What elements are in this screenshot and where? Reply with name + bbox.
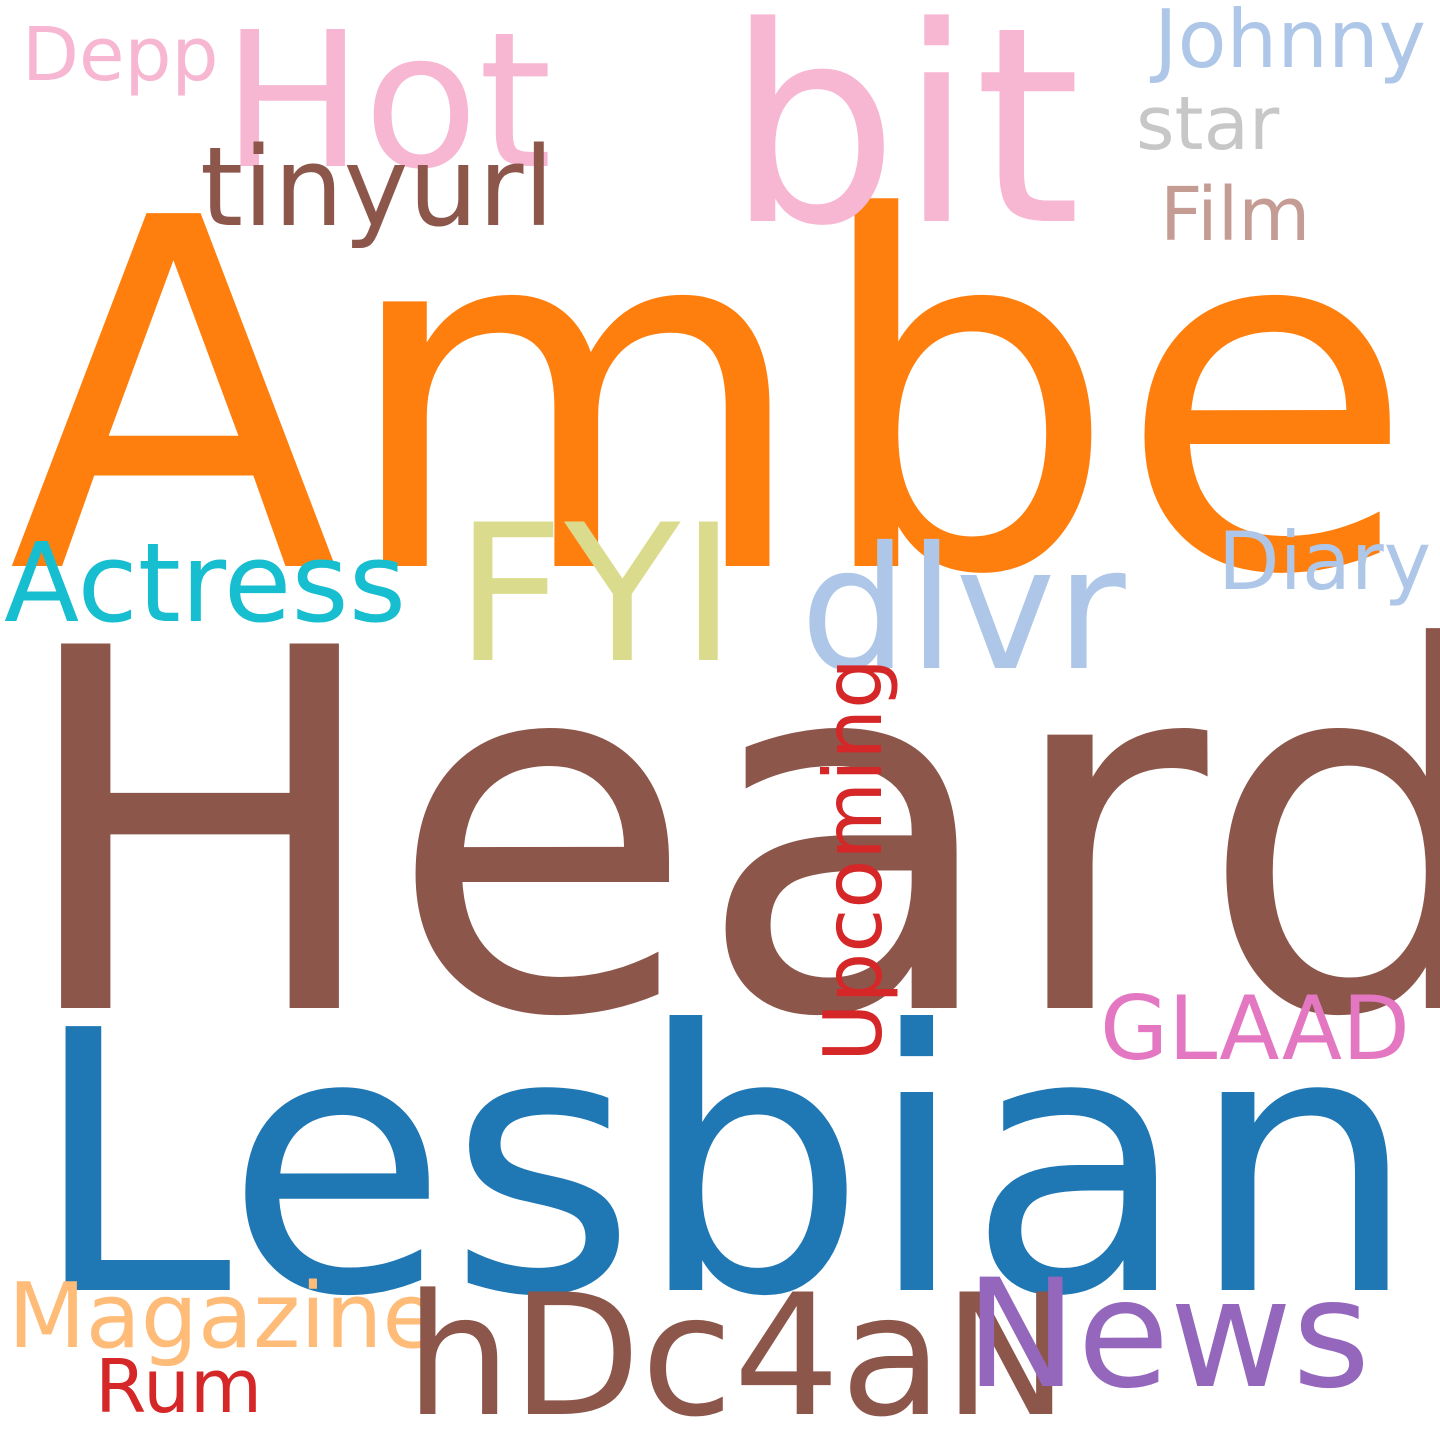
word-hdc4an: hDc4aN xyxy=(405,1258,1069,1440)
word-rum: Rum xyxy=(95,1344,263,1430)
word-amber: Amber xyxy=(8,118,1440,681)
word-hot: Hot xyxy=(222,0,553,211)
word-magazine: Magazine xyxy=(8,1264,438,1369)
word-film: Film xyxy=(1160,172,1311,258)
word-glaad: GLAAD xyxy=(1100,977,1410,1080)
word-fyi: FYI xyxy=(455,484,737,705)
word-bit: bit xyxy=(726,0,1081,286)
word-johnny: Johnny xyxy=(1154,0,1426,86)
word-upcoming: Upcoming xyxy=(807,658,900,1062)
word-lesbian: Lesbian xyxy=(30,955,1419,1376)
word-tinyurl: tinyurl xyxy=(200,123,555,251)
word-star: star xyxy=(1136,81,1280,167)
word-diary: Diary xyxy=(1218,515,1432,608)
word-news: News xyxy=(965,1248,1371,1422)
word-dlvr: dlvr xyxy=(800,511,1126,709)
word-depp: Depp xyxy=(22,12,219,98)
word-actress: Actress xyxy=(4,519,407,647)
word-heard: Heard xyxy=(12,544,1440,1126)
